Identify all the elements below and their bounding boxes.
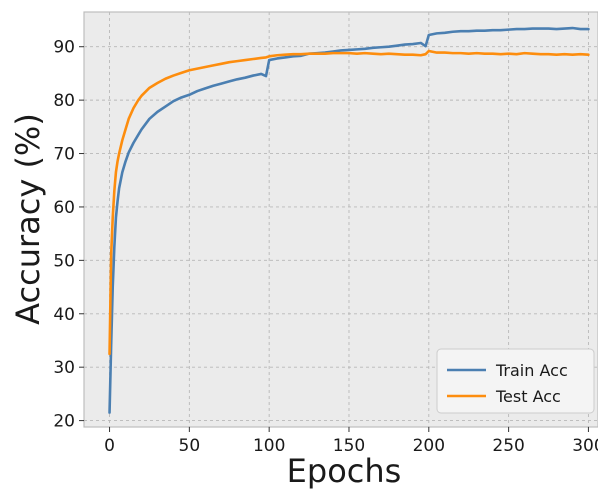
- legend: Train Acc Test Acc: [436, 348, 595, 414]
- y-tick-label: 20: [53, 412, 75, 432]
- legend-label: Train Acc: [495, 361, 568, 380]
- y-tick-label: 50: [53, 251, 75, 271]
- y-tick-label: 90: [53, 38, 75, 58]
- x-tick-label: 200: [413, 436, 445, 456]
- y-tick-label: 60: [53, 198, 75, 218]
- y-tick-label: 80: [53, 91, 75, 111]
- x-tick-label: 100: [253, 436, 285, 456]
- axis-ticks: 0 50 100 150 200 250 300 20 30 40 50 60 70 80 90: [53, 38, 598, 456]
- y-tick-label: 30: [53, 358, 75, 378]
- series-line-test-acc: [108, 49, 590, 356]
- x-tick-label: 300: [572, 436, 598, 456]
- x-tick-label: 150: [333, 436, 365, 456]
- x-tick-label: 50: [179, 436, 201, 456]
- x-axis-label: Epochs: [287, 452, 402, 490]
- x-tick-label: 0: [104, 436, 115, 456]
- plot-frame: [83, 11, 598, 428]
- y-axis-label: Accuracy (%): [9, 113, 47, 325]
- y-tick-label: 70: [53, 145, 75, 165]
- x-tick-label: 250: [492, 436, 524, 456]
- legend-label: Test Acc: [495, 387, 561, 406]
- series-lines: [108, 26, 590, 414]
- y-tick-label: 40: [53, 305, 75, 325]
